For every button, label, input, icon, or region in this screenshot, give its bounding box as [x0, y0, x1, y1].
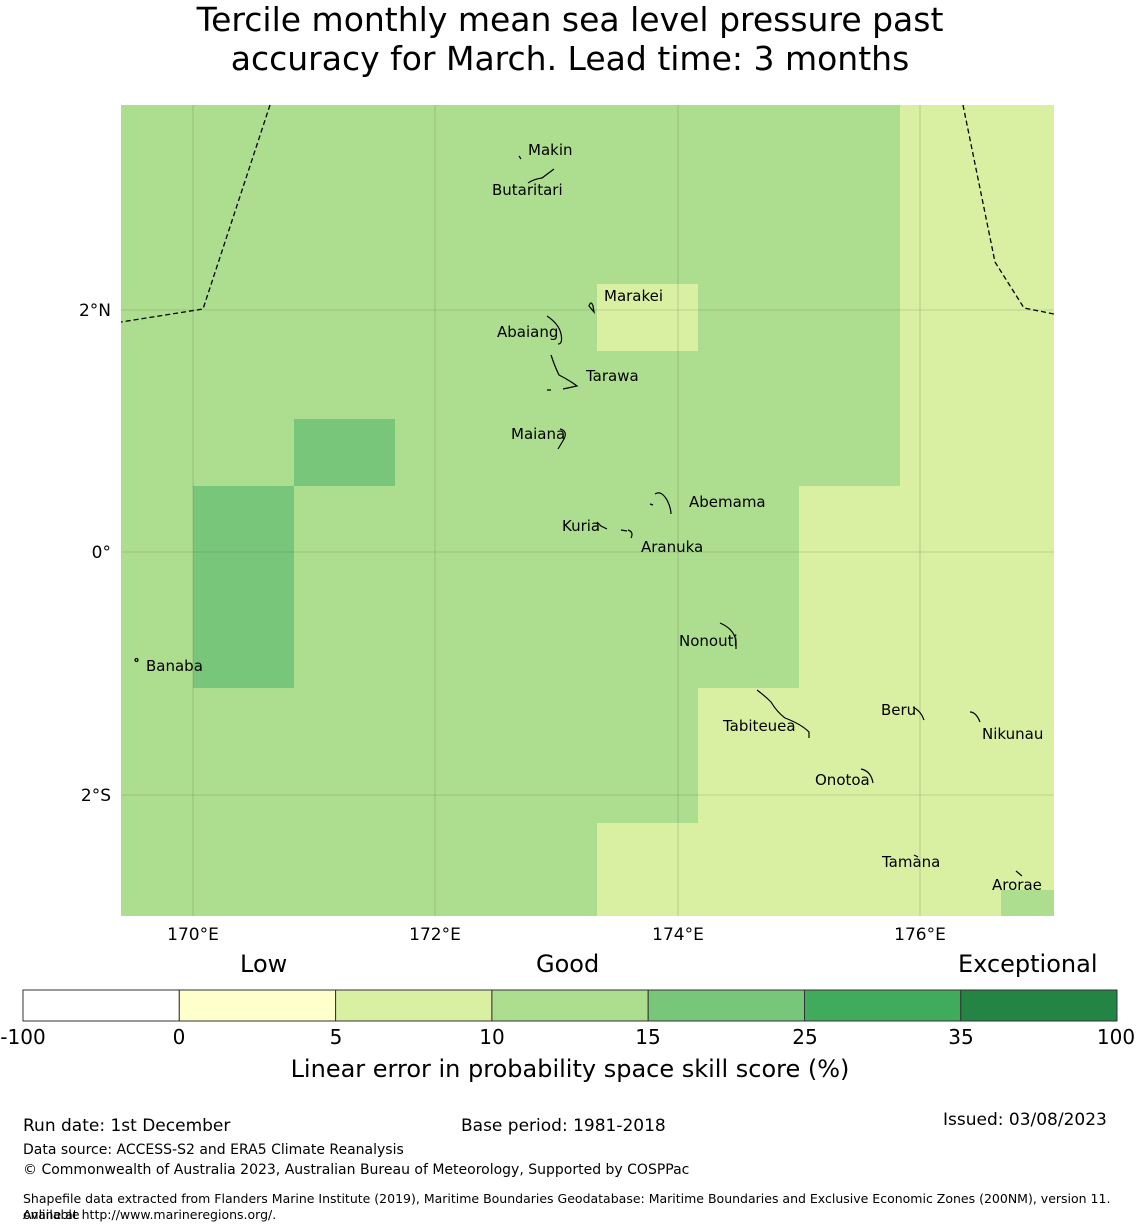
lon-tick-174e: 174°E [652, 925, 704, 945]
colorbar-tick-0: 0 [172, 1025, 186, 1049]
skill-cell-southeast [698, 688, 1054, 823]
colorbar-segment-25-35 [804, 989, 962, 1022]
colorbar-tick-15: 15 [635, 1025, 661, 1049]
skill-cell-south [597, 823, 1054, 916]
island-shape-tamana [913, 854, 919, 858]
skill-cell-east-band [900, 105, 1054, 486]
island-outlines [134, 155, 1023, 877]
base-period: Base period: 1981-2018 [461, 1116, 666, 1136]
skill-cell-east-mid [799, 486, 1054, 688]
colorbar-segment-10-15 [491, 989, 649, 1022]
island-label-marakei: Marakei [604, 287, 663, 305]
skill-cell-west-high [294, 419, 395, 486]
island-label-aranuka: Aranuka [641, 538, 703, 556]
island-label-abaiang: Abaiang [497, 323, 558, 341]
island-label-onotoa: Onotoa [815, 771, 870, 789]
run-date: Run date: 1st December [23, 1116, 231, 1136]
title-line-2: accuracy for March. Lead time: 3 months [230, 39, 910, 78]
colorbar-tick-10: 10 [479, 1025, 505, 1049]
lon-tick-172e: 172°E [409, 925, 461, 945]
island-shape-tarawa [547, 354, 579, 391]
island-shape-kuria [596, 521, 608, 530]
colorbar-category-exceptional: Exceptional [958, 950, 1098, 978]
lon-tick-170e: 170°E [167, 925, 219, 945]
lon-tick-176e: 176°E [894, 925, 946, 945]
island-label-beru: Beru [881, 701, 916, 719]
island-shape-arorae [1015, 870, 1023, 877]
skill-cell-west-block [193, 486, 294, 688]
colorbar-segment-15-25 [647, 989, 806, 1022]
island-shape-nonouti [719, 622, 737, 649]
lat-tick-0: 0° [92, 543, 111, 563]
island-label-nonouti: Nonouti [679, 632, 738, 650]
title-line-1: Tercile monthly mean sea level pressure … [196, 0, 944, 39]
island-label-kuria: Kuria [562, 517, 600, 535]
island-shape-abemama [649, 492, 672, 515]
colorbar-segment-neg100-0 [22, 989, 180, 1022]
island-label-tabiteuea: Tabiteuea [722, 717, 796, 735]
island-label-tamana: Tamana [881, 853, 940, 871]
island-shape-banaba [134, 657, 139, 663]
island-shape-nikunau [969, 711, 981, 723]
island-label-abemama: Abemama [689, 493, 766, 511]
island-label-maiana: Maiana [511, 425, 565, 443]
skill-cell-arorae [1001, 890, 1054, 916]
lat-tick-2s: 2°S [81, 786, 111, 806]
island-label-makin: Makin [528, 141, 573, 159]
eez-boundaries [120, 104, 1055, 323]
colorbar-segment-0-5 [178, 989, 337, 1022]
map-title: Tercile monthly mean sea level pressure … [0, 0, 1140, 78]
colorbar-segment-35-100 [960, 989, 1118, 1022]
island-label-butaritari: Butaritari [492, 181, 563, 199]
lat-tick-2n: 2°N [79, 301, 111, 321]
colorbar [22, 989, 1118, 1022]
island-label-nikunau: Nikunau [982, 725, 1043, 743]
island-shape-onotoa [860, 768, 874, 784]
island-shape-beru [912, 706, 925, 721]
gridlines [121, 105, 1054, 916]
colorbar-tick-100: 100 [1096, 1025, 1136, 1049]
shapefile-credit-line-2: online at http://www.marineregions.org/. [23, 1207, 277, 1222]
data-source: Data source: ACCESS-S2 and ERA5 Climate … [23, 1142, 404, 1158]
island-shape-abaiang [546, 315, 563, 345]
skill-cell-marakei [597, 284, 698, 351]
colorbar-category-good: Good [536, 950, 600, 978]
colorbar-segment-5-10 [335, 989, 493, 1022]
copyright: © Commonwealth of Australia 2023, Austra… [23, 1162, 690, 1178]
eez-boundary-east [962, 104, 1055, 315]
colorbar-category-low: Low [240, 950, 288, 978]
island-shape-aranuka [620, 529, 633, 539]
island-shape-tabiteuea [756, 689, 810, 738]
issued-date: Issued: 03/08/2023 [943, 1110, 1107, 1130]
colorbar-label: Linear error in probability space skill … [290, 1055, 850, 1083]
colorbar-tick-25: 25 [792, 1025, 818, 1049]
colorbar-tick-neg100: -100 [0, 1025, 46, 1049]
colorbar-tick-5: 5 [329, 1025, 343, 1049]
island-label-arorae: Arorae [992, 876, 1042, 894]
island-shape-marakei [588, 302, 595, 315]
island-shape-maiana [557, 428, 566, 450]
island-label-tarawa: Tarawa [585, 367, 639, 385]
colorbar-tick-35: 35 [948, 1025, 974, 1049]
island-shape-makin [518, 155, 522, 160]
island-label-banaba: Banaba [146, 657, 203, 675]
shapefile-credit-line-1: Shapefile data extracted from Flanders M… [23, 1191, 1111, 1222]
island-shape-butaritari [527, 168, 555, 184]
